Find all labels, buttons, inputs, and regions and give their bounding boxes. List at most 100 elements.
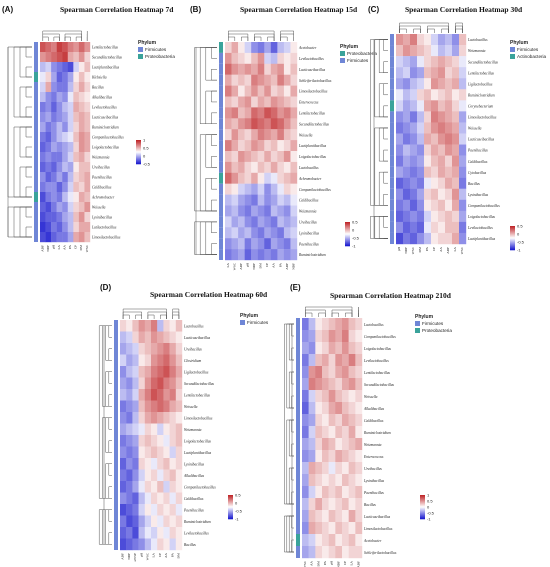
heatmap-cell xyxy=(403,188,411,200)
heatmap-cell xyxy=(251,107,258,119)
phylum-annotation-cell xyxy=(296,402,300,414)
heatmap-cell xyxy=(138,412,145,424)
colorbar-segment xyxy=(420,497,425,499)
chart-title: Spearman Correlation Heatmap 210d xyxy=(330,291,452,300)
heatmap-cell xyxy=(175,366,183,378)
heatmap-cell xyxy=(231,74,239,86)
column-label: PA xyxy=(170,552,174,557)
heatmap-cell xyxy=(45,122,52,133)
phylum-annotation-cell xyxy=(296,474,300,486)
heatmap-cell xyxy=(459,67,467,79)
column-dendrogram-branch xyxy=(228,36,236,41)
heatmap-cell xyxy=(78,142,85,153)
phylum-annotation-cell xyxy=(219,172,223,184)
heatmap-cell xyxy=(322,498,329,511)
heatmap-cell xyxy=(431,34,439,46)
heatmap-cell xyxy=(445,78,453,90)
heatmap-cell xyxy=(175,527,183,539)
heatmap-cell xyxy=(355,474,363,487)
colorbar-segment xyxy=(228,506,233,508)
heatmap-cell xyxy=(459,221,467,234)
row-label: Companilactobacillus xyxy=(468,204,500,208)
heatmap-cell xyxy=(424,199,432,212)
heatmap-cell xyxy=(322,390,329,403)
colorbar-segment xyxy=(228,496,233,498)
phylum-annotation-cell xyxy=(390,89,394,101)
colorbar-segment xyxy=(510,237,515,239)
heatmap-cell xyxy=(175,331,183,344)
heatmap-cell xyxy=(163,423,170,436)
row-dendrogram-branch xyxy=(25,126,32,138)
heatmap-cell xyxy=(315,546,323,559)
heatmap-cell xyxy=(56,92,63,103)
heatmap-cell xyxy=(459,166,467,178)
heatmap-cell xyxy=(56,152,63,163)
heatmap-cell xyxy=(132,469,139,482)
heatmap-cell xyxy=(231,129,239,141)
heatmap-cell xyxy=(277,96,285,108)
row-label: Achromobacter xyxy=(91,196,115,200)
column-label: PA xyxy=(278,262,282,267)
heatmap-panel: (E)Spearman Correlation Heatmap 210dLact… xyxy=(284,283,452,567)
heatmap-cell xyxy=(231,96,239,108)
heatmap-cell xyxy=(151,481,158,493)
heatmap-cell xyxy=(169,400,176,413)
heatmap-cell xyxy=(251,129,258,141)
phylum-annotation-cell xyxy=(390,199,394,211)
heatmap-cell xyxy=(322,522,329,535)
colorbar-segment xyxy=(510,226,515,228)
heatmap-cell xyxy=(163,366,170,378)
heatmap-cell xyxy=(144,331,152,344)
heatmap-cell xyxy=(78,222,85,233)
row-label: Companilactobacillus xyxy=(184,485,216,489)
heatmap-cell xyxy=(403,221,411,234)
heatmap-cell xyxy=(40,182,46,193)
heatmap-cell xyxy=(67,42,74,53)
heatmap-cell xyxy=(67,152,74,163)
legend-swatch xyxy=(138,47,143,52)
row-dendrogram-branch xyxy=(25,86,32,98)
row-label: Bacillus xyxy=(364,503,376,507)
colorbar-tick: -0.5 xyxy=(143,162,151,167)
heatmap-cell xyxy=(238,140,245,152)
row-label: Lactobacillus xyxy=(183,324,204,328)
heatmap-cell xyxy=(175,377,183,390)
heatmap-cell xyxy=(169,423,176,436)
heatmap-cell xyxy=(290,151,298,163)
column-dendrogram-branch xyxy=(305,312,313,317)
heatmap-cell xyxy=(56,222,63,233)
heatmap-cell xyxy=(151,389,158,401)
heatmap-cell xyxy=(40,212,46,223)
heatmap-cell xyxy=(445,100,453,112)
heatmap-cell xyxy=(328,486,336,499)
heatmap-cell xyxy=(438,221,446,234)
heatmap-cell xyxy=(56,72,63,83)
colorbar-segment xyxy=(136,140,141,142)
heatmap-cell xyxy=(51,102,57,113)
colorbar-tick: 0 xyxy=(143,154,146,159)
heatmap-cell xyxy=(396,67,404,79)
phylum-annotation-cell xyxy=(390,34,394,46)
phylum-annotation-cell xyxy=(219,249,223,260)
row-label: Ureibacillus xyxy=(364,467,382,471)
heatmap-cell xyxy=(290,249,298,261)
heatmap-cell xyxy=(244,42,252,54)
heatmap-cell xyxy=(445,221,453,234)
row-dendrogram-branch xyxy=(383,83,388,96)
heatmap-cell xyxy=(348,522,356,535)
column-label: AA xyxy=(272,262,276,267)
heatmap-cell xyxy=(120,389,127,401)
legend-swatch xyxy=(415,328,420,333)
heatmap-cell xyxy=(335,318,343,331)
heatmap-cell xyxy=(257,172,265,184)
heatmap-cell xyxy=(410,232,418,245)
heatmap-cell xyxy=(132,412,139,424)
phylum-annotation-cell xyxy=(390,56,394,68)
row-dendrogram-branch xyxy=(383,171,388,184)
legend-swatch xyxy=(138,54,143,59)
heatmap-cell xyxy=(169,354,176,367)
heatmap-cell xyxy=(290,161,298,173)
heatmap-cell xyxy=(431,144,439,156)
row-label: Ligilactobacillus xyxy=(467,82,493,86)
heatmap-cell xyxy=(244,129,252,141)
